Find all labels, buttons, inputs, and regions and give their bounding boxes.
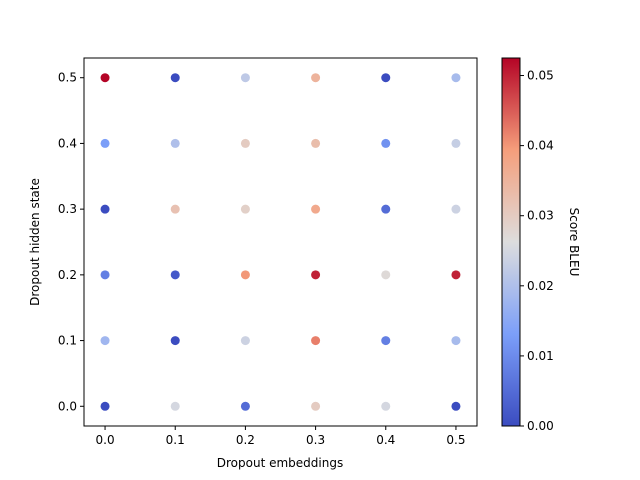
scatter-point xyxy=(381,401,391,411)
scatter-point xyxy=(170,401,180,411)
points-layer xyxy=(100,73,461,411)
x-tick-label: 0.5 xyxy=(446,433,465,447)
x-axis-label: Dropout embeddings xyxy=(217,456,343,470)
y-tick-label: 0.1 xyxy=(58,334,77,348)
scatter-point xyxy=(240,204,250,214)
scatter-point xyxy=(451,204,461,214)
colorbar-tick-label: 0.03 xyxy=(527,209,554,223)
scatter-point xyxy=(170,204,180,214)
y-tick-label: 0.3 xyxy=(58,202,77,216)
scatter-point xyxy=(311,138,321,148)
scatter-point xyxy=(311,270,321,280)
scatter-point xyxy=(311,204,321,214)
scatter-point xyxy=(311,336,321,346)
scatter-point xyxy=(100,204,110,214)
y-tick-label: 0.5 xyxy=(58,71,77,85)
scatter-point xyxy=(381,138,391,148)
scatter-point xyxy=(240,270,250,280)
scatter-point xyxy=(100,138,110,148)
x-tick-label: 0.0 xyxy=(96,433,115,447)
y-tick-label: 0.2 xyxy=(58,268,77,282)
scatter-point xyxy=(381,204,391,214)
scatter-point xyxy=(100,401,110,411)
y-axis-label: Dropout hidden state xyxy=(28,178,42,306)
scatter-point xyxy=(451,401,461,411)
colorbar-tick-label: 0.00 xyxy=(527,419,554,433)
scatter-point xyxy=(311,73,321,83)
scatter-point xyxy=(451,138,461,148)
scatter-point xyxy=(311,401,321,411)
scatter-point xyxy=(170,73,180,83)
scatter-point xyxy=(100,270,110,280)
colorbar-tick-label: 0.05 xyxy=(527,69,554,83)
x-tick-label: 0.2 xyxy=(236,433,255,447)
colorbar-frame xyxy=(501,57,521,427)
y-tick-label: 0.4 xyxy=(58,136,77,150)
scatter-point xyxy=(381,270,391,280)
colorbar-tick-label: 0.04 xyxy=(527,139,554,153)
scatter-point xyxy=(381,336,391,346)
scatter-point xyxy=(100,336,110,346)
scatter-point xyxy=(451,270,461,280)
colorbar-tick-label: 0.01 xyxy=(527,349,554,363)
x-tick-label: 0.4 xyxy=(376,433,395,447)
scatter-point xyxy=(170,138,180,148)
scatter-point xyxy=(170,336,180,346)
scatter-point xyxy=(240,73,250,83)
y-tick-label: 0.0 xyxy=(58,399,77,413)
scatter-point xyxy=(100,73,110,83)
scatter-point xyxy=(170,270,180,280)
x-axis-ticks: 0.0 0.1 0.2 0.3 0.4 0.5 xyxy=(96,426,465,447)
scatter-point xyxy=(240,138,250,148)
scatter-point xyxy=(381,73,391,83)
scatter-point xyxy=(451,336,461,346)
colorbar-tick-label: 0.02 xyxy=(527,279,554,293)
y-axis-ticks: 0.0 0.1 0.2 0.3 0.4 0.5 xyxy=(58,71,84,413)
scatter-point xyxy=(240,401,250,411)
colorbar xyxy=(502,58,520,426)
colorbar-label: Score BLEU xyxy=(567,208,581,277)
plot-frame xyxy=(83,57,478,427)
scatter-point xyxy=(240,336,250,346)
x-tick-label: 0.3 xyxy=(306,433,325,447)
x-tick-label: 0.1 xyxy=(166,433,185,447)
colorbar-ticks: 0.00 0.01 0.02 0.03 0.04 0.05 xyxy=(520,69,554,433)
scatter-point xyxy=(451,73,461,83)
